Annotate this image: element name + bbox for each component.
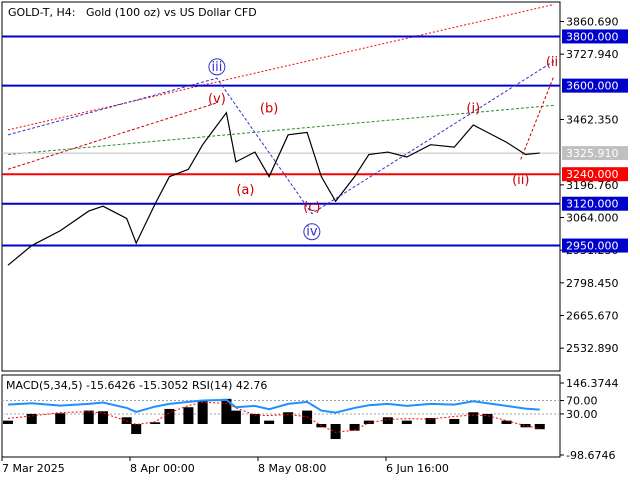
macd-bar-14: [264, 420, 275, 424]
macd-bar-20: [363, 420, 374, 424]
wave-path-1: [7, 102, 218, 170]
x-tick-label-2: 8 May 08:00: [258, 462, 326, 475]
y-tick-label-1: 3727.940: [566, 48, 619, 61]
level-tag-bg-1: [562, 78, 628, 93]
indicator-title: MACD(5,34,5) -15.6426 -15.3052 RSI(14) 4…: [6, 379, 267, 392]
macd-bar-18: [330, 423, 341, 440]
macd-bar-26: [482, 413, 493, 424]
macd-bar-0: [3, 420, 13, 424]
wave-paths: [7, 60, 555, 215]
ind-tick-label-0: 146.3744: [566, 377, 619, 390]
wave-label-1: (v): [208, 92, 226, 107]
macd-bar-21: [382, 417, 393, 424]
y-tick-label-3: 3196.760: [566, 179, 619, 192]
level-tags: 3800.000 3600.000 3240.000 3120.000 2950.000…: [562, 29, 628, 253]
y-tick-label-2: 3462.350: [566, 114, 619, 127]
macd-bar-19: [349, 423, 360, 431]
macd-bar-9: [183, 407, 194, 424]
ind-tick-label-1: 70.00: [566, 395, 598, 408]
macd-bar-27: [501, 420, 512, 424]
level-tag-label-3: 3120.000: [566, 198, 619, 211]
trend-line-0: [7, 3, 555, 131]
wave-labels: iii (v) (b) (a) (c) iv (i) (ii) (ii: [208, 55, 558, 241]
y-tick-label-8: 2532.890: [566, 342, 619, 355]
y-tick-label-0: 3860.690: [566, 16, 619, 29]
macd-bar-10: [197, 400, 208, 424]
macd-bar-8: [164, 408, 175, 424]
macd-bar-23: [425, 417, 436, 424]
level-tag-bg-4: [562, 238, 628, 253]
trend-line-1: [7, 104, 555, 156]
trend-lines: [7, 3, 555, 156]
macd-bar-15: [283, 412, 294, 424]
wave-label-7: (ii): [512, 173, 529, 188]
macd-bar-6: [131, 423, 142, 435]
ind-tick-label-3: -98.6746: [566, 449, 615, 462]
level-tag-bg-0: [562, 29, 628, 44]
price-line: [7, 111, 540, 266]
level-tag-label-2: 3240.000: [566, 168, 619, 181]
bid-tag-bg: [562, 146, 628, 161]
y-tick-label-4: 3064.000: [566, 211, 619, 224]
wave-label-4: (c): [303, 200, 320, 215]
wave-label-2: (b): [260, 102, 278, 117]
level-lines: [2, 35, 560, 247]
wave-label-8: (ii: [546, 55, 558, 70]
chart-symbol: GOLD-T, H4:: [8, 6, 75, 19]
indicator-pane-frame: [1, 374, 561, 458]
wave-label-circle-0: [208, 58, 226, 76]
bid-tag-label: 3325.910: [566, 147, 619, 160]
macd-signal-line: [7, 401, 540, 433]
macd-bar-29: [534, 423, 545, 430]
x-tick-label-1: 8 Apr 00:00: [130, 462, 195, 475]
level-tag-label-1: 3600.000: [566, 80, 619, 93]
x-tick-label-3: 6 Jun 16:00: [386, 462, 449, 475]
macd-bar-7: [150, 422, 161, 424]
level-tag-bg-2: [562, 167, 628, 182]
wave-label-6: (i): [466, 102, 480, 117]
x-tick-label-0: 7 Mar 2025: [2, 462, 65, 475]
rsi-line: [7, 398, 540, 414]
macd-bar-2: [55, 413, 66, 424]
y-tick-label-6: 2798.450: [566, 277, 619, 290]
macd-bar-1: [26, 413, 37, 424]
macd-bar-4: [97, 411, 108, 424]
time-axis: 7 Mar 2025 8 Apr 00:00 8 May 08:00 6 Jun 16…: [1, 457, 449, 475]
main-pane-frame: [1, 1, 561, 372]
macd-bar-22: [401, 420, 412, 424]
macd-bar-24: [449, 418, 460, 424]
macd-bar-25: [468, 412, 479, 424]
y-tick-label-7: 2665.670: [566, 309, 619, 322]
wave-label-3: (a): [236, 183, 254, 198]
wave-label-0: iii: [211, 60, 222, 75]
macd-bar-13: [249, 413, 260, 424]
level-tag-bg-3: [562, 196, 628, 211]
wave-label-circle-5: [303, 223, 321, 241]
macd-bar-28: [520, 423, 531, 428]
macd-bar-11: [221, 398, 232, 424]
price-series: [7, 111, 540, 266]
level-tag-label-4: 2950.000: [566, 240, 619, 253]
chart-description: Gold (100 oz) vs US Dollar CFD: [86, 6, 257, 19]
indicator-series: [2, 398, 560, 440]
macd-bar-12: [230, 410, 241, 424]
macd-bar-3: [83, 410, 94, 424]
wave-label-5: iv: [306, 225, 318, 240]
ind-tick-label-2: 30.00: [566, 408, 598, 421]
wave-path-2: [520, 75, 555, 160]
level-tag-label-0: 3800.000: [566, 30, 619, 43]
